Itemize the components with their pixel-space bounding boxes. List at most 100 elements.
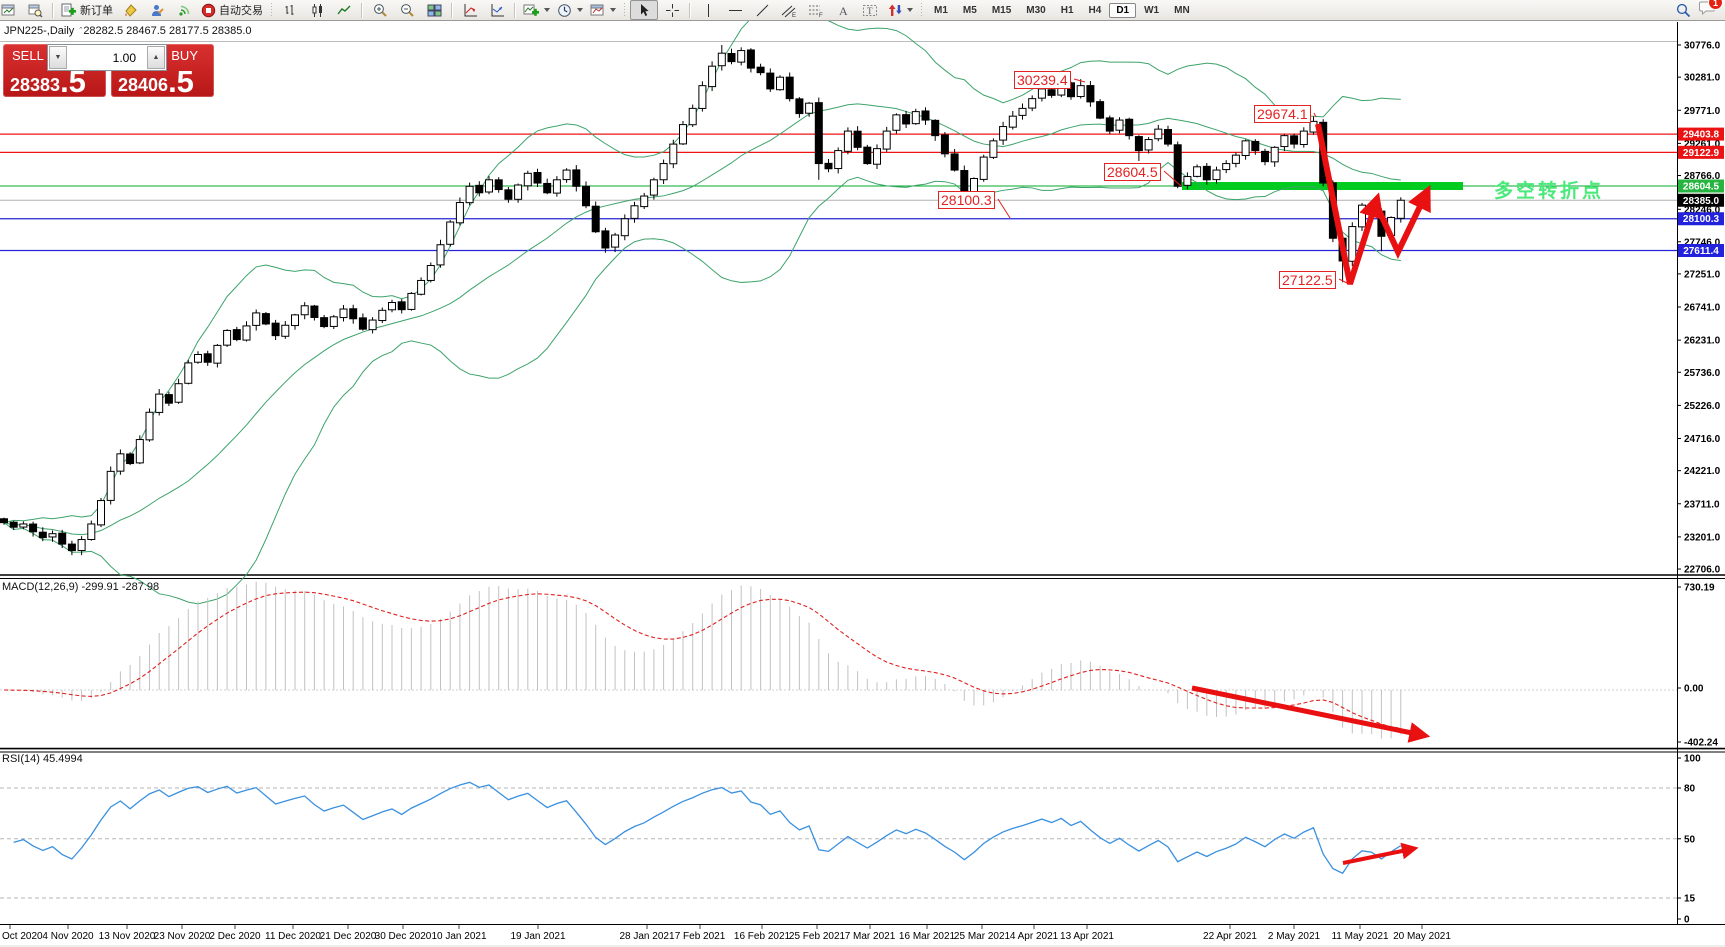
tile-windows-button[interactable] [421, 1, 447, 19]
date-label: 30 Dec 2020 [375, 931, 432, 942]
date-label: 7 Mar 2021 [845, 931, 896, 942]
toolbar-drag-handle[interactable] [920, 2, 923, 18]
signals-button[interactable] [171, 1, 197, 19]
chat-unread-badge: 1 [1708, 0, 1723, 10]
toolbar-separator [451, 2, 453, 18]
date-label: 16 Feb 2021 [734, 931, 791, 942]
macd-histogram [13, 581, 1402, 739]
turning-point-note: 多空转折点 [1494, 181, 1605, 202]
volume-decrease-button[interactable]: ▼ [49, 46, 67, 69]
timeframe-button-m15[interactable]: M15 [991, 4, 1012, 16]
horizontal-line-tool-button[interactable] [722, 1, 748, 19]
svg-text:28385.0: 28385.0 [1683, 196, 1720, 207]
indicator-window-button[interactable] [484, 1, 510, 19]
arrow-objects-icon [888, 4, 902, 16]
new-chart-button[interactable] [0, 1, 21, 19]
toolbar-separator [514, 2, 516, 18]
timeframe-button-m1[interactable]: M1 [934, 4, 948, 16]
toolbar-drag-handle[interactable] [270, 2, 273, 18]
timeframe-button-m5[interactable]: M5 [962, 4, 977, 16]
chart-profiles-button[interactable] [22, 1, 48, 19]
cursor-button[interactable] [630, 0, 658, 20]
text-tool-button[interactable]: A [830, 1, 856, 19]
template-icon [590, 4, 604, 15]
price-tick-label: 27251.0 [1684, 269, 1721, 280]
timeframe-button-mn[interactable]: MN [1174, 4, 1190, 16]
zoom-out-icon [400, 3, 414, 17]
new-order-button[interactable]: 新订单 [58, 1, 116, 19]
price-tick-label: 25736.0 [1684, 368, 1721, 379]
add-indicator-button[interactable] [520, 1, 553, 19]
zoom-out-button[interactable] [394, 1, 420, 19]
dropdown-caret-icon [907, 8, 913, 12]
autotrading-button[interactable]: 自动交易 [198, 1, 266, 19]
text-label-tool-button[interactable]: T [857, 1, 883, 19]
buy-price-main: 28406 [118, 75, 169, 95]
symbol-period-label: JPN225-,Daily [4, 25, 75, 37]
price-tick-label: 30776.0 [1684, 41, 1721, 52]
price-tick-label: 28246.0 [1684, 205, 1721, 216]
volume-input[interactable] [68, 45, 146, 70]
rsi-axis-label: 15 [1684, 893, 1696, 904]
price-tick-label: 29261.0 [1684, 139, 1721, 150]
date-label: 10 Jan 2021 [431, 931, 486, 942]
zoom-in-icon [373, 3, 387, 17]
line-chart-mode-button[interactable] [331, 1, 357, 19]
dropdown-caret-icon [610, 8, 616, 12]
search-icon[interactable] [1676, 3, 1691, 18]
timeframe-button-h1[interactable]: H1 [1060, 4, 1074, 16]
date-label: 22 Apr 2021 [1203, 931, 1257, 942]
bar-chart-mode-button[interactable] [277, 1, 303, 19]
date-label: 13 Nov 2020 [99, 931, 156, 942]
bottom-strip [0, 945, 1725, 947]
timeframe-button-d1[interactable]: D1 [1109, 2, 1137, 18]
date-label: 13 Apr 2021 [1060, 931, 1114, 942]
candlestick-mode-button[interactable] [304, 1, 330, 19]
rsi-pane-label: RSI(14) 45.4994 [2, 753, 83, 765]
crosshair-button[interactable] [659, 1, 685, 19]
price-tag-28604.5 [1678, 179, 1724, 193]
template-button[interactable] [587, 1, 619, 19]
tile-windows-icon [427, 4, 441, 16]
price-tick-label: 26741.0 [1684, 303, 1721, 314]
price-tag-28100.3 [1678, 212, 1724, 226]
bar-chart-icon [285, 4, 293, 15]
arrows-tool-button[interactable] [884, 1, 916, 19]
timeframe-button-m30[interactable]: M30 [1026, 4, 1046, 16]
fibonacci-tool-button[interactable]: F [803, 1, 829, 19]
macd-axis-label: 730.19 [1684, 583, 1715, 594]
styler-button[interactable] [117, 1, 143, 19]
price-annotation-29674.1: 29674.1 [1254, 105, 1311, 123]
date-label: 4 Nov 2020 [42, 931, 94, 942]
indicator-list-button[interactable] [457, 1, 483, 19]
crosshair-icon [665, 3, 679, 17]
macd-axis-label: -402.24 [1684, 738, 1718, 749]
trend-arrow [1375, 184, 1431, 260]
sell-price-frac: .5 [60, 64, 86, 99]
trendline-tool-button[interactable] [749, 1, 775, 19]
trendline-icon [756, 4, 768, 16]
vertical-line-icon [707, 3, 709, 17]
buy-price: 28406.5 [118, 66, 194, 97]
vertical-line-tool-button[interactable] [695, 1, 721, 19]
timeframe-button-h4[interactable]: H4 [1088, 4, 1102, 16]
price-annotation-28604.5: 28604.5 [1104, 163, 1161, 181]
price-tick-label: 29771.0 [1684, 106, 1721, 117]
price-tick-label: 28766.0 [1684, 171, 1721, 182]
svg-text:T: T [867, 6, 873, 16]
timeframe-button-w1[interactable]: W1 [1144, 4, 1160, 16]
price-tick-label: 22706.0 [1684, 565, 1721, 576]
date-label: 2 Dec 2020 [209, 931, 261, 942]
chat-button[interactable]: 1 [1699, 0, 1723, 20]
community-button[interactable] [144, 1, 170, 19]
date-label: 16 Mar 2021 [899, 931, 956, 942]
channel-tool-button[interactable]: E [776, 1, 802, 19]
period-button[interactable] [554, 1, 586, 19]
toolbar-drag-handle[interactable] [623, 2, 626, 18]
volume-increase-button[interactable]: ▲ [147, 46, 165, 69]
zoom-in-button[interactable] [367, 1, 393, 19]
rsi-line [13, 781, 1402, 875]
macd-axis-label: 0.00 [1684, 684, 1704, 695]
dropdown-caret-icon [544, 8, 550, 12]
